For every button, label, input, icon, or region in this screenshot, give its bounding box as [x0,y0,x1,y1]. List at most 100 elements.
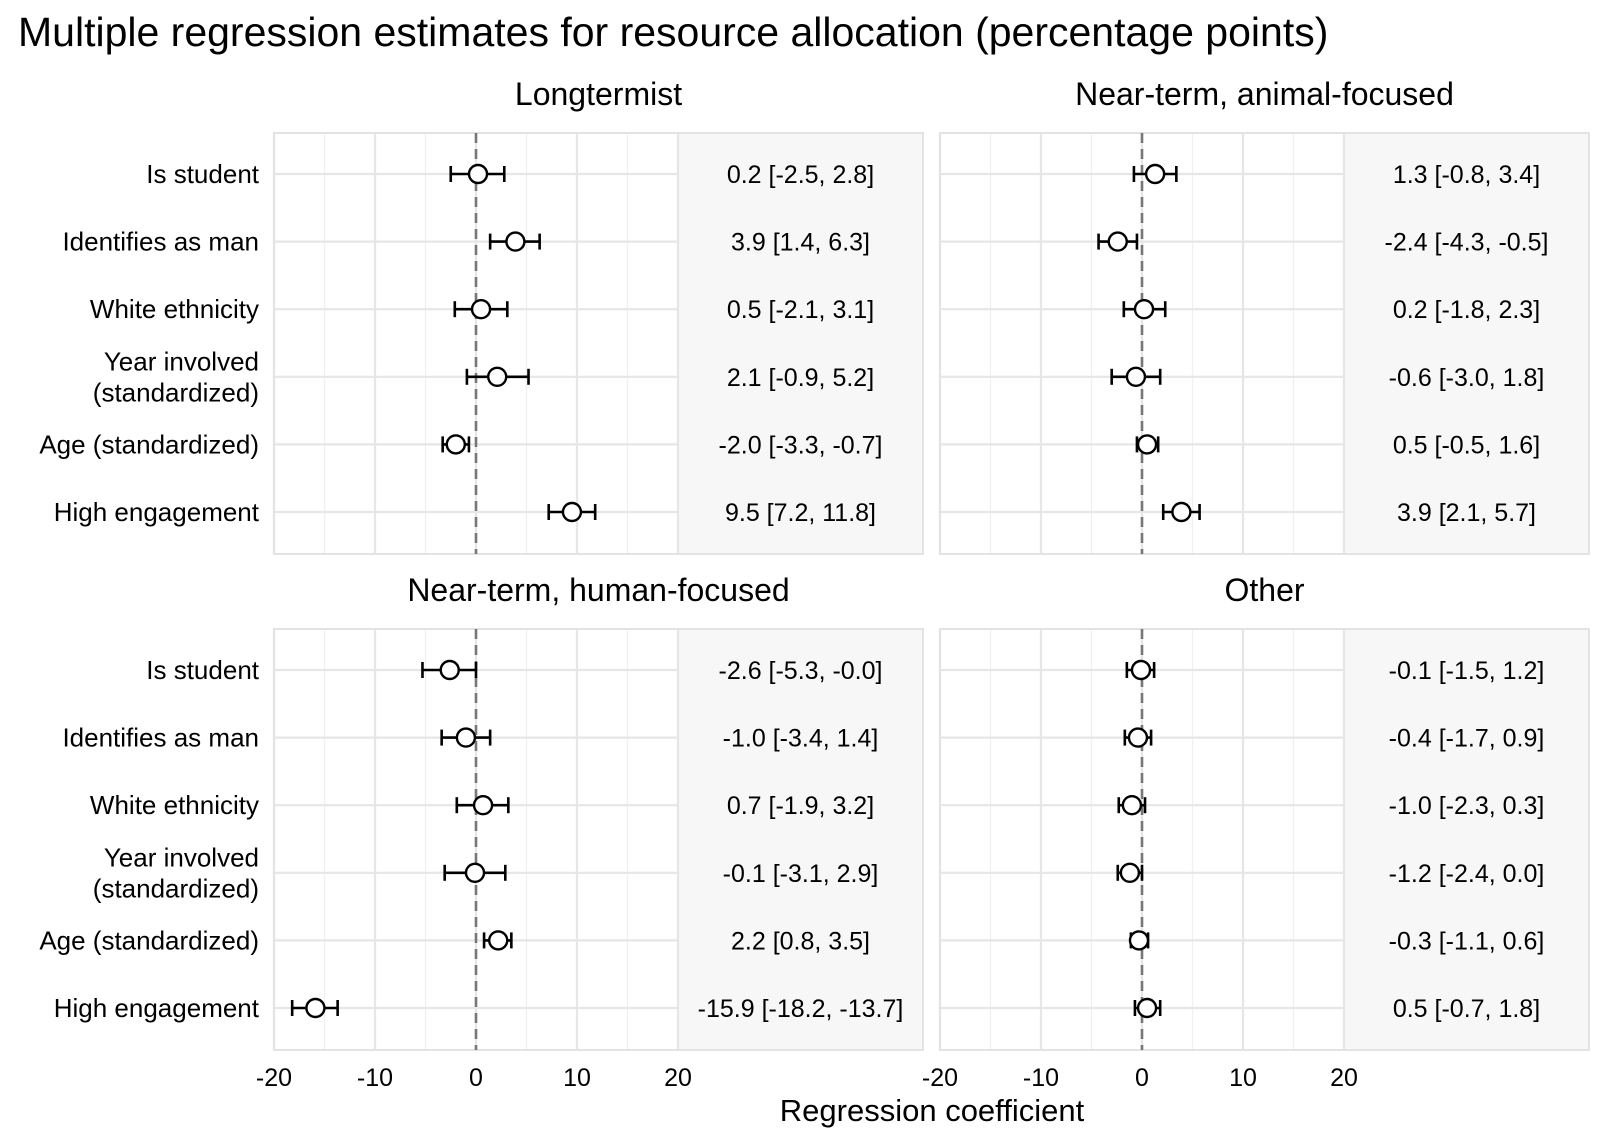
x-tick-label: 10 [563,1064,591,1092]
estimate-point [470,299,492,320]
facet-title: Near-term, animal-focused [1075,76,1454,112]
estimate-label: -1.0 [-2.3, 0.3] [1389,792,1545,820]
x-axis-title: Regression coefficient [780,1093,1085,1128]
estimate-point [1136,434,1158,455]
estimate-column-background [1344,629,1589,1050]
estimate-point [1136,997,1158,1019]
estimate-label: -2.6 [-5.3, -0.0] [719,657,883,685]
estimate-point [472,795,494,816]
estimate-point [1133,299,1155,320]
x-tick-label: 20 [664,1064,692,1092]
row-label: White ethnicity [90,294,259,324]
row-label-line: High engagement [54,993,260,1023]
facet-title: Other [1224,572,1304,608]
estimate-point [1119,862,1141,883]
row-label: Age (standardized) [39,925,259,955]
estimate-point [445,434,466,455]
panel-border [273,628,924,1051]
row-labels-layer: Is student Identifies as man White ethnici… [39,159,259,1023]
panels-layer: Longtermist 0.2 [-2.5, 2.8] 3.9 [1.4, 6.3]… [272,76,1590,1051]
row-label: Is student [146,655,260,685]
panel-border [273,132,924,555]
estimate-label: 0.5 [-2.1, 3.1] [727,296,874,324]
estimate-label: -1.0 [-3.4, 1.4] [723,725,879,753]
estimate-point [561,501,583,523]
x-tick-label: 10 [1229,1064,1257,1092]
row-label-line: Identifies as man [62,723,259,753]
estimate-point [1171,501,1192,523]
row-label-line: White ethnicity [90,790,259,820]
estimate-point [1125,366,1147,387]
row-label: Identifies as man [62,227,259,257]
x-tick-label: -20 [256,1064,292,1092]
estimate-label: -0.3 [-1.1, 0.6] [1389,927,1545,955]
estimate-label: -0.1 [-1.5, 1.2] [1389,657,1545,685]
estimate-label: -1.2 [-2.4, 0.0] [1389,860,1545,888]
panel-border [939,628,1590,1051]
estimate-point [1121,795,1143,816]
row-label-line: Year involved [104,842,259,872]
row-label-line: Year involved [104,346,259,376]
estimate-point [488,930,509,951]
x-tick-label: -20 [922,1064,958,1092]
estimate-label: -0.4 [-1.7, 0.9] [1389,725,1545,753]
estimate-point [439,659,460,681]
row-label: Identifies as man [62,723,259,753]
estimate-point [464,862,486,883]
estimate-column-background [1344,133,1589,554]
estimate-label: 0.5 [-0.5, 1.6] [1393,431,1540,459]
row-label-line: (standardized) [93,377,259,407]
row-label: High engagement [54,497,260,527]
estimate-point [1127,727,1149,748]
row-label: Year involved (standardized) [93,842,259,903]
estimate-column-background [678,133,923,554]
estimate-label: 9.5 [7.2, 11.8] [725,499,876,527]
x-tick-label: 20 [1330,1064,1358,1092]
estimate-point [1130,659,1152,681]
x-tick-label: -10 [1023,1064,1059,1092]
row-label-line: Age (standardized) [39,925,259,955]
row-label-line: White ethnicity [90,294,259,324]
estimate-label: -0.1 [-3.1, 2.9] [723,860,879,888]
estimate-label: 3.9 [1.4, 6.3] [731,229,870,257]
facet-title: Longtermist [515,76,682,112]
x-tick-label: -10 [357,1064,393,1092]
facet-panel: Near-term, human-focused -2.6 [-5.3, -0.0… [272,572,924,1051]
estimate-label: 0.2 [-2.5, 2.8] [727,161,874,189]
estimate-point [305,997,326,1019]
estimate-point [1144,163,1166,185]
row-label-line: Is student [146,655,260,685]
row-label: Year involved (standardized) [93,346,259,407]
estimate-label: 0.5 [-0.7, 1.8] [1393,995,1540,1023]
estimate-point [1128,930,1150,951]
x-ticks-layer: -20 -10 0 10 20 -20 -10 0 10 20 [256,1064,1358,1092]
facet-title: Near-term, human-focused [407,572,789,608]
estimate-label: 1.3 [-0.8, 3.4] [1393,161,1540,189]
estimate-label: -15.9 [-18.2, -13.7] [698,995,904,1023]
estimate-point [455,727,477,748]
row-label: High engagement [54,993,260,1023]
estimate-point [487,366,508,387]
estimate-label: 2.1 [-0.9, 5.2] [727,364,874,392]
x-tick-label: 0 [1135,1064,1149,1092]
estimate-label: 0.7 [-1.9, 3.2] [727,792,874,820]
row-label: Is student [146,159,260,189]
estimate-column-background [678,629,923,1050]
row-label: White ethnicity [90,790,259,820]
estimate-point [467,163,489,185]
estimate-point [505,231,526,252]
x-tick-label: 0 [469,1064,483,1092]
chart-title: Multiple regression estimates for resour… [18,9,1328,55]
estimate-label: 2.2 [0.8, 3.5] [731,927,870,955]
estimate-label: -2.4 [-4.3, -0.5] [1385,229,1549,257]
row-label: Age (standardized) [39,429,259,459]
panel-border [939,132,1590,555]
estimate-label: -2.0 [-3.3, -0.7] [719,431,883,459]
estimate-label: 0.2 [-1.8, 2.3] [1393,296,1540,324]
facet-panel: Other -0.1 [-1.5, 1.2] -0.4 [-1.7, 0.9] -1.… [938,572,1590,1051]
estimate-point [1107,231,1128,252]
facet-panel: Near-term, animal-focused 1.3 [-0.8, 3.4]… [938,76,1590,555]
estimate-label: 3.9 [2.1, 5.7] [1397,499,1536,527]
estimate-label: -0.6 [-3.0, 1.8] [1389,364,1545,392]
